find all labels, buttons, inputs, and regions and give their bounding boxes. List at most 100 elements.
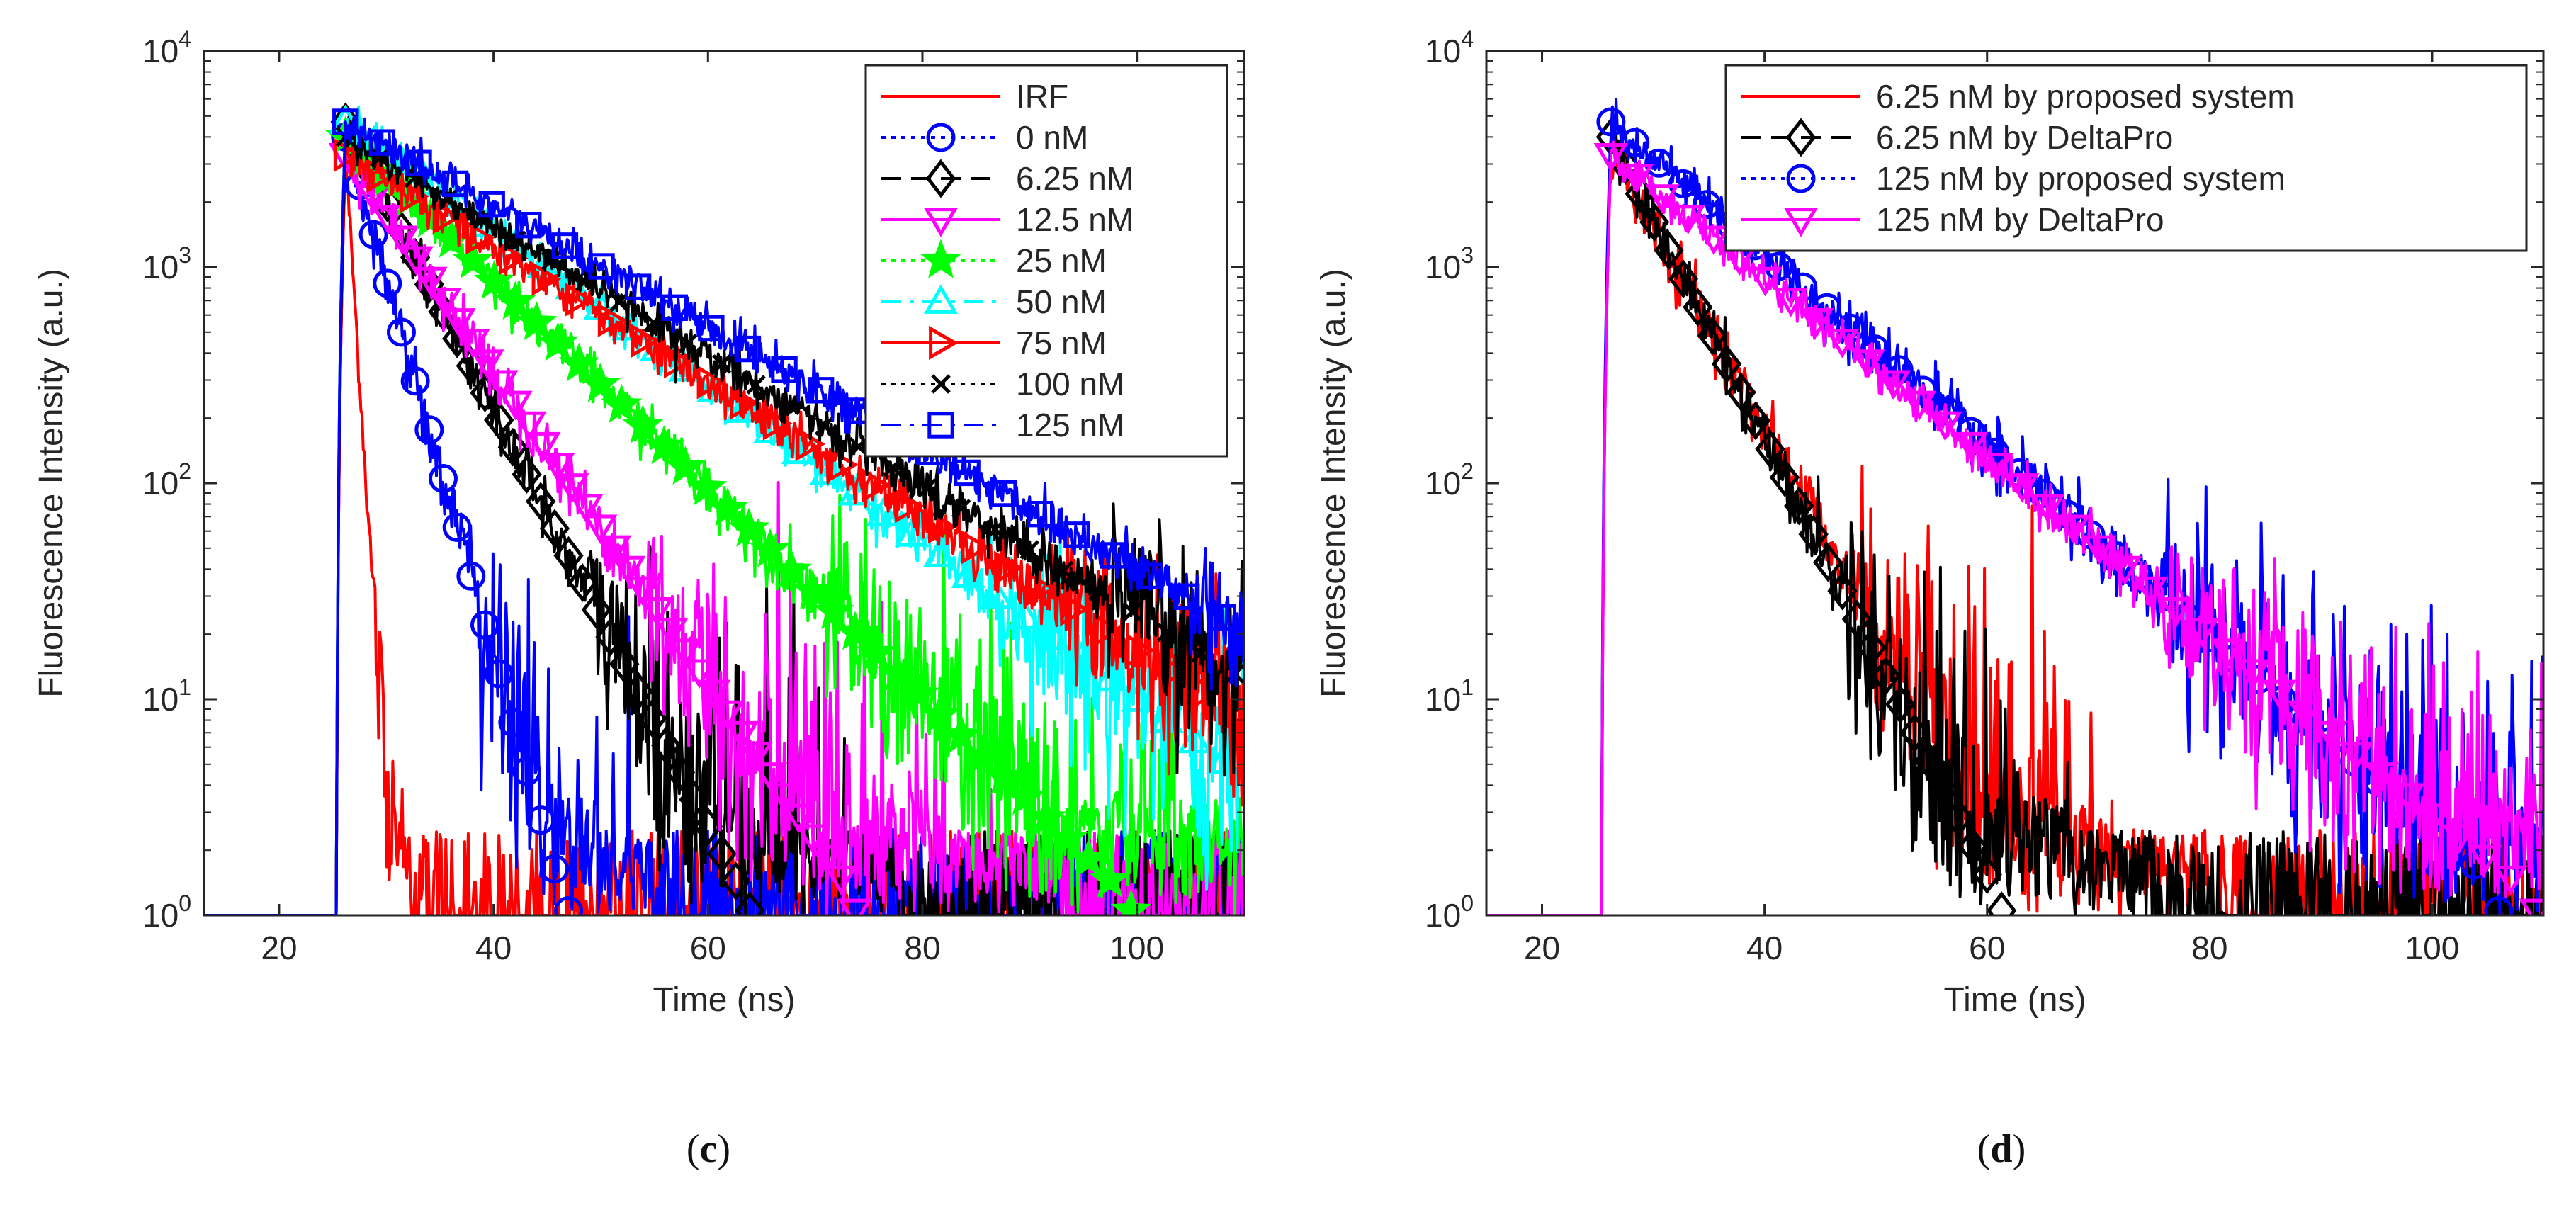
data-marker (767, 783, 802, 813)
x-tick-label: 20 (261, 929, 297, 966)
legend-marker (927, 412, 954, 439)
data-marker (370, 147, 390, 168)
data-marker (1683, 288, 1713, 327)
legend-marker (1785, 118, 1817, 157)
data-marker (651, 725, 682, 765)
data-marker (1190, 643, 1211, 663)
legend-label: 125 nM by DeltaPro (1876, 201, 2164, 238)
data-marker (2210, 638, 2245, 669)
data-marker (1740, 401, 1771, 441)
data-marker (1177, 723, 1212, 754)
data-marker (1885, 684, 1916, 724)
data-marker (771, 356, 798, 383)
data-marker (2005, 473, 2040, 503)
data-marker (1122, 601, 1142, 622)
data-marker (516, 301, 558, 341)
data-marker (2339, 742, 2374, 771)
data-marker (866, 496, 901, 526)
y-axis-label: Fluorescence Intensity (a.u.) (1315, 268, 1352, 698)
data-marker (1596, 107, 1626, 137)
data-marker (2262, 679, 2297, 710)
data-marker (427, 287, 462, 317)
data-marker (432, 200, 463, 234)
data-marker (2288, 700, 2322, 730)
data-marker (452, 239, 494, 278)
data-marker (712, 354, 732, 374)
legend-marker (920, 239, 961, 278)
data-marker (917, 478, 937, 498)
data-marker (537, 322, 579, 361)
legend: IRF 0 nM 6.25 nM 12.5 nM 25 nM 50 nM 75 nM 100 … (864, 64, 1228, 458)
data-marker (1209, 604, 1237, 631)
data-marker (734, 335, 762, 363)
data-marker (555, 473, 589, 503)
data-marker (2365, 762, 2400, 792)
data-marker (428, 464, 458, 494)
x-tick-label: 40 (1746, 929, 1783, 966)
data-marker (2056, 514, 2091, 545)
x-tick-label: 60 (690, 929, 726, 966)
data-marker (484, 400, 514, 440)
x-tick-label: 80 (904, 929, 940, 966)
data-marker (1870, 656, 1901, 696)
data-marker (895, 489, 925, 524)
data-marker (1089, 858, 1131, 898)
legend-marker (1786, 164, 1816, 193)
data-marker (399, 246, 434, 276)
data-marker (1769, 458, 1800, 497)
data-marker (961, 530, 991, 565)
data-marker (698, 315, 725, 342)
y-tick-label: 104 (1425, 26, 1474, 69)
legend-marker (926, 123, 956, 152)
data-marker (2185, 618, 2220, 648)
y-tick-label: 100 (142, 890, 191, 934)
data-marker (862, 468, 892, 503)
data-marker (693, 807, 723, 847)
data-marker (473, 259, 515, 300)
data-marker (807, 377, 835, 404)
data-marker (583, 514, 618, 545)
y-tick-label: 104 (142, 26, 191, 69)
data-marker (2416, 803, 2451, 834)
data-marker (762, 406, 793, 441)
data-marker (849, 436, 869, 457)
legend-marker (931, 374, 951, 394)
data-marker (1063, 521, 1090, 548)
data-marker (661, 294, 688, 321)
data-marker (954, 459, 981, 487)
data-marker (985, 519, 1005, 539)
y-tick-label: 102 (142, 458, 191, 502)
data-marker (512, 757, 542, 786)
data-marker (1053, 560, 1074, 581)
data-marker (686, 466, 728, 506)
data-marker (1972, 855, 2002, 895)
data-marker (1812, 543, 1843, 582)
data-marker (679, 780, 709, 820)
y-tick-label: 102 (1425, 458, 1474, 502)
data-marker (332, 108, 359, 135)
data-marker (478, 191, 505, 218)
data-marker (724, 720, 759, 751)
data-marker (707, 487, 749, 526)
data-marker (1593, 142, 1629, 173)
data-marker (580, 363, 621, 402)
legend-label: 125 nM (1016, 407, 1124, 443)
legend-box (864, 64, 1228, 458)
data-marker (643, 312, 664, 333)
data-marker (1692, 190, 1722, 220)
data-marker (979, 579, 1014, 609)
data-marker (813, 590, 854, 630)
x-tick-label: 100 (2405, 929, 2460, 966)
data-marker (1007, 599, 1042, 630)
data-marker (484, 370, 519, 400)
data-marker (654, 618, 689, 648)
data-marker (682, 659, 717, 689)
data-marker (994, 550, 1024, 585)
data-marker (414, 415, 444, 445)
data-marker (1958, 827, 1988, 866)
data-marker (541, 251, 561, 271)
data-marker (752, 762, 788, 792)
data-marker (498, 241, 529, 276)
data-marker (1100, 542, 1127, 569)
data-marker (2159, 597, 2194, 627)
